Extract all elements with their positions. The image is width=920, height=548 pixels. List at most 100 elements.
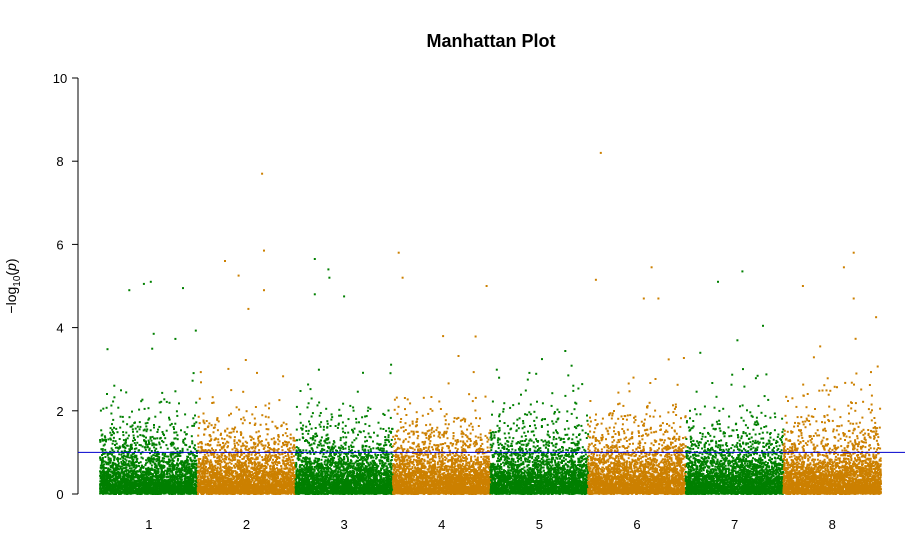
- snp-point: [161, 470, 164, 473]
- snp-point: [159, 466, 162, 469]
- snp-point: [198, 460, 200, 463]
- snp-point: [194, 448, 197, 451]
- snp-point: [125, 488, 128, 491]
- snp-point: [145, 486, 148, 489]
- snp-point: [154, 449, 156, 452]
- snp-point: [162, 464, 165, 467]
- snp-point: [146, 485, 149, 488]
- snp-point: [285, 445, 288, 448]
- snp-point: [132, 434, 135, 437]
- snp-point: [101, 454, 103, 456]
- snp-point: [112, 462, 114, 464]
- snp-point: [113, 485, 116, 488]
- snp-point: [145, 480, 147, 483]
- snp-point: [179, 480, 182, 483]
- snp-point: [127, 462, 130, 465]
- snp-point: [277, 435, 280, 438]
- snp-point: [106, 470, 109, 473]
- snp-point: [126, 444, 129, 447]
- snp-point: [124, 463, 127, 466]
- snp-point: [146, 446, 149, 449]
- snp-point: [206, 472, 208, 475]
- snp-point: [148, 448, 151, 451]
- snp-point: [102, 481, 104, 484]
- snp-point: [209, 465, 211, 468]
- snp-point: [130, 446, 133, 449]
- snp-point: [155, 455, 158, 457]
- snp-point: [186, 482, 189, 485]
- snp-point: [132, 492, 135, 495]
- snp-point: [148, 447, 151, 450]
- snp-point: [145, 479, 148, 482]
- snp-point: [117, 468, 120, 470]
- snp-point: [132, 472, 135, 475]
- snp-point: [197, 457, 200, 460]
- snp-point: [183, 467, 186, 470]
- snp-point: [140, 400, 143, 403]
- snp-point: [170, 444, 173, 447]
- snp-point: [234, 426, 237, 429]
- snp-point: [160, 490, 163, 493]
- snp-point: [104, 461, 107, 464]
- snp-point: [126, 455, 129, 458]
- snp-point: [208, 422, 211, 425]
- snp-point: [186, 459, 189, 462]
- snp-point: [167, 455, 170, 458]
- snp-point: [131, 488, 134, 491]
- snp-point: [104, 481, 107, 484]
- snp-point: [250, 439, 253, 442]
- snp-point: [194, 460, 196, 463]
- snp-point: [111, 466, 114, 469]
- snp-point: [122, 457, 125, 459]
- snp-point: [291, 459, 294, 461]
- snp-point: [238, 408, 241, 411]
- snp-point: [133, 480, 136, 483]
- snp-point: [125, 459, 128, 462]
- snp-point: [184, 413, 187, 416]
- snp-point: [180, 490, 183, 493]
- snp-point: [146, 475, 149, 478]
- snp-point: [117, 447, 120, 449]
- snp-point: [123, 487, 126, 490]
- snp-point: [113, 432, 115, 435]
- snp-point: [195, 470, 198, 473]
- snp-point: [130, 479, 133, 482]
- snp-point: [176, 480, 179, 483]
- snp-point: [188, 485, 191, 488]
- snp-point: [125, 470, 127, 473]
- snp-point: [210, 439, 212, 442]
- snp-point: [126, 490, 129, 493]
- snp-point: [100, 467, 103, 470]
- snp-point: [167, 482, 170, 485]
- snp-point: [202, 461, 204, 464]
- snp-point: [148, 443, 151, 445]
- snp-point: [111, 428, 114, 431]
- snp-point: [114, 462, 117, 465]
- snp-point: [116, 487, 119, 489]
- snp-point: [135, 464, 138, 467]
- snp-point: [156, 481, 159, 483]
- snp-point: [195, 488, 198, 490]
- snp-point: [113, 396, 116, 399]
- snp-point: [148, 472, 151, 475]
- snp-point: [161, 475, 164, 478]
- snp-point: [149, 460, 152, 463]
- snp-point: [241, 442, 244, 445]
- snp-point: [156, 479, 159, 482]
- snp-point: [140, 477, 143, 479]
- snp-point: [113, 473, 116, 476]
- snp-point: [145, 443, 148, 446]
- snp-point: [126, 488, 129, 491]
- snp-point: [174, 471, 177, 474]
- snp-point: [169, 475, 172, 478]
- snp-point: [208, 444, 211, 447]
- snp-point: [149, 462, 152, 465]
- snp-point: [122, 491, 125, 494]
- snp-point: [207, 425, 210, 428]
- snp-point: [143, 407, 146, 410]
- snp-point: [149, 436, 152, 439]
- snp-point: [127, 479, 130, 482]
- snp-point: [172, 482, 175, 485]
- snp-point: [157, 478, 160, 481]
- snp-point: [193, 486, 196, 489]
